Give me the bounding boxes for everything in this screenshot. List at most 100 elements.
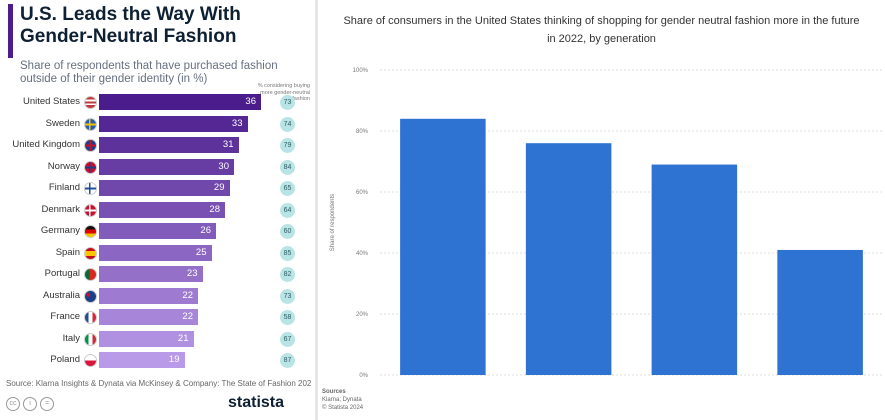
bar-value-label: 26: [200, 225, 211, 236]
bar-value-label: 29: [213, 182, 225, 193]
flag-gb-icon: [84, 139, 97, 152]
considering-value-badge: 73: [280, 288, 295, 304]
considering-value-badge: 65: [280, 181, 295, 196]
flag-dk-icon: [84, 203, 97, 217]
considering-value-badge: 60: [280, 224, 295, 239]
cc-license-icon: cc: [6, 397, 20, 411]
country-label: Finland: [48, 182, 80, 193]
flag-pt-icon: [84, 268, 97, 281]
bar-value-label: 36: [245, 96, 256, 107]
country-row: United Kingdom 31 79: [0, 135, 315, 157]
chart-title: Share of consumers in the United States …: [343, 15, 860, 45]
country-bar: 22: [99, 309, 198, 325]
bar-value-label: 25: [195, 246, 207, 258]
flag-pl-icon: [84, 354, 97, 367]
country-label: Italy: [62, 332, 80, 344]
bar-value-label: 21: [177, 332, 189, 344]
country-bar: 28: [99, 201, 225, 218]
statista-logo: statista: [228, 394, 285, 411]
country-bar: 33: [99, 115, 248, 132]
considering-value-badge: 64: [280, 202, 295, 218]
country-row: Germany 26 60: [0, 221, 315, 243]
country-bar: 31: [99, 137, 239, 153]
country-row: France 22 58: [0, 307, 315, 329]
country-row: Denmark 28 64: [0, 200, 315, 222]
generation-bar-chart: 0% 20% 40% 60% 80% 100% Share of respondents: [330, 68, 883, 379]
bar-value-label: 31: [222, 139, 234, 150]
generation-bar: [400, 118, 486, 376]
flag-no-icon: [84, 160, 97, 174]
flag-fr-icon: [84, 311, 97, 324]
country-label: Portugal: [44, 268, 80, 279]
flag-se-icon: [84, 117, 97, 131]
title-accent-bar: [8, 4, 13, 58]
country-label: United States: [22, 96, 80, 107]
considering-value-badge: 67: [280, 331, 295, 347]
no-derivatives-icon: =: [40, 397, 54, 411]
infographic-source: Source: Klarna Insights & Dynata via McK…: [6, 379, 311, 388]
bar-value-label: 30: [218, 160, 229, 172]
flag-us-icon: [84, 96, 97, 109]
country-bar: 29: [99, 180, 230, 196]
country-label: Sweden: [45, 117, 80, 129]
flag-fi-icon: [84, 182, 97, 195]
considering-value-badge: 58: [280, 310, 295, 325]
y-tick-label: 20%: [356, 312, 369, 318]
chart-panel: 0% 20% 40% 60% 80% 100% Share of respondents S…: [318, 0, 885, 420]
country-bar-list: United States 36 73 Sweden 33 74 United Kingdo…: [0, 92, 315, 372]
country-row: Spain 25 85: [0, 243, 315, 265]
country-bar: 25: [99, 244, 212, 261]
country-label: Denmark: [41, 203, 80, 215]
chart-source: Sources Klarna; Dynata © Statista 2024: [322, 388, 402, 412]
country-label: Australia: [43, 289, 80, 301]
country-label: United Kingdom: [12, 139, 80, 150]
generation-bar: [525, 143, 612, 375]
y-axis-label: Share of respondents: [330, 194, 336, 251]
source-line: Klarna; Dynata: [322, 397, 362, 403]
flag-au-icon: [84, 289, 97, 303]
country-bar: 19: [99, 352, 185, 368]
country-bar: 26: [99, 223, 216, 239]
considering-value-badge: 79: [280, 138, 295, 153]
flag-it-icon: [84, 332, 97, 346]
considering-value-badge: 74: [280, 116, 295, 132]
bar-value-label: 22: [182, 311, 193, 322]
country-row: Norway 30 84: [0, 157, 315, 179]
country-label: France: [50, 311, 80, 322]
country-bar: 23: [99, 266, 203, 282]
country-bar: 30: [99, 158, 234, 175]
flag-es-icon: [84, 246, 97, 260]
country-row: Poland 19 87: [0, 350, 315, 372]
country-label: Spain: [55, 246, 80, 258]
attribution-icon: i: [23, 397, 37, 411]
considering-value-badge: 73: [280, 95, 295, 110]
panel-divider: [315, 0, 318, 420]
y-tick-label: 40%: [356, 251, 369, 257]
country-row: Portugal 23 82: [0, 264, 315, 286]
considering-value-badge: 84: [280, 159, 295, 175]
source-heading: Sources: [322, 389, 346, 395]
country-row: Australia 22 73: [0, 286, 315, 308]
y-tick-label: 80%: [356, 129, 369, 135]
country-row: Italy 21 67: [0, 329, 315, 351]
infographic-panel: U.S. Leads the Way With Gender-Neutral F…: [0, 0, 315, 420]
bar-value-label: 19: [168, 354, 180, 365]
y-tick-label: 60%: [356, 190, 369, 196]
bar-value-label: 23: [186, 268, 198, 279]
country-row: United States 36 73: [0, 92, 315, 114]
flag-de-icon: [84, 225, 97, 238]
bar-value-label: 28: [209, 203, 220, 215]
generation-bar: [651, 164, 738, 375]
bar-value-label: 22: [182, 289, 193, 301]
country-bar: 21: [99, 330, 194, 347]
country-bar: 22: [99, 287, 198, 304]
considering-value-badge: 85: [280, 245, 295, 261]
country-label: Germany: [40, 225, 80, 236]
country-row: Finland 29 65: [0, 178, 315, 200]
infographic-subtitle: Share of respondents that have purchased…: [20, 60, 278, 85]
bar-value-label: 33: [231, 117, 243, 129]
creative-commons-icons: cc i =: [6, 397, 66, 413]
country-label: Poland: [50, 354, 80, 365]
considering-value-badge: 87: [280, 353, 295, 368]
country-row: Sweden 33 74: [0, 114, 315, 136]
